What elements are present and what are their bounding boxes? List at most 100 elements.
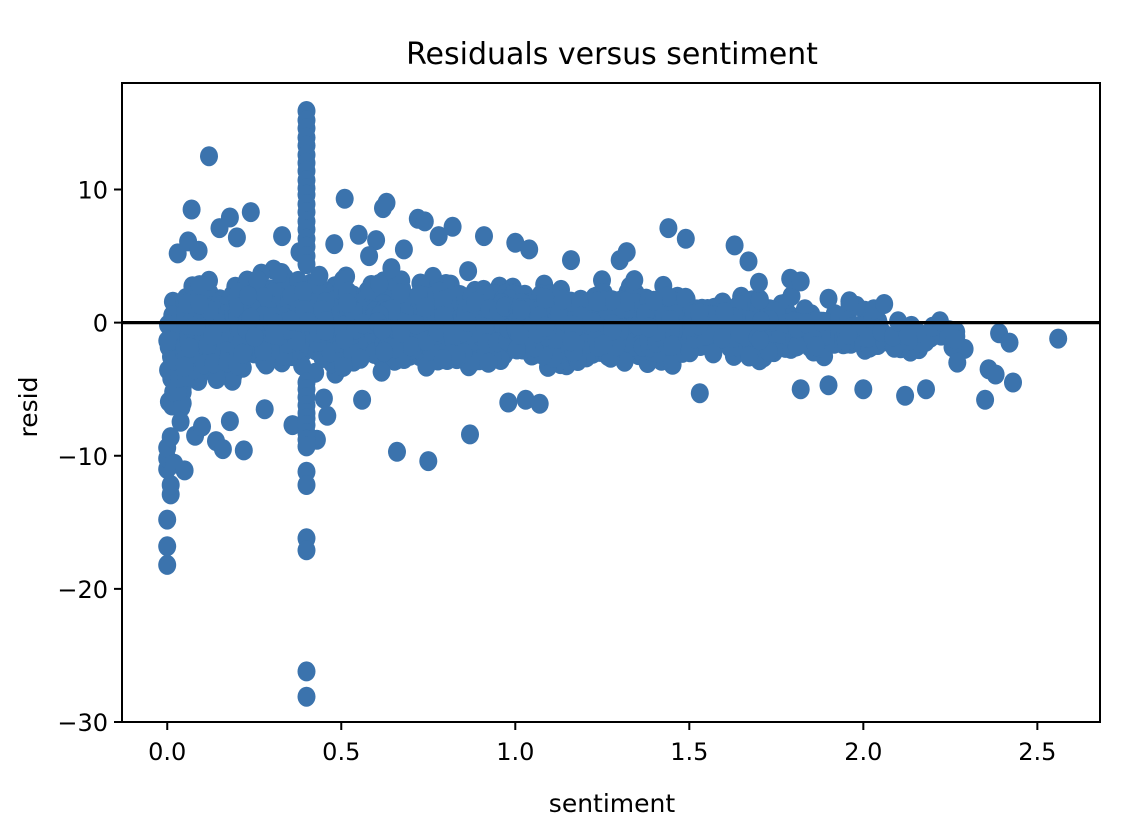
data-point xyxy=(310,265,329,286)
data-point xyxy=(200,146,218,167)
data-point xyxy=(370,274,389,294)
data-point xyxy=(158,330,177,351)
data-point xyxy=(839,324,858,345)
data-point xyxy=(896,385,915,406)
data-point xyxy=(373,319,392,340)
data-point xyxy=(725,235,744,256)
data-point xyxy=(204,353,223,374)
data-point xyxy=(241,202,260,223)
data-point xyxy=(840,291,859,312)
data-point xyxy=(265,324,284,345)
data-point xyxy=(917,379,935,400)
data-point xyxy=(175,460,194,481)
data-point xyxy=(948,352,967,373)
data-point xyxy=(294,281,313,302)
data-point xyxy=(553,289,572,310)
data-point xyxy=(602,290,621,311)
data-point xyxy=(976,389,995,410)
data-point xyxy=(213,439,232,460)
data-point xyxy=(704,343,723,364)
data-point xyxy=(158,536,177,557)
x-tick-label: 0.5 xyxy=(322,738,360,766)
data-point xyxy=(255,399,274,420)
data-point xyxy=(334,356,353,377)
data-point xyxy=(434,290,453,311)
data-point xyxy=(690,303,709,324)
data-point xyxy=(658,286,677,307)
y-tick-label: 0 xyxy=(93,310,108,338)
data-point xyxy=(640,317,658,338)
data-point xyxy=(190,294,209,315)
y-tick-label: −20 xyxy=(57,576,108,604)
data-point xyxy=(248,270,267,291)
x-tick-label: 1.5 xyxy=(670,738,708,766)
data-point xyxy=(663,335,682,356)
data-point xyxy=(406,314,425,335)
data-point xyxy=(239,285,258,306)
data-point xyxy=(819,375,838,396)
data-point xyxy=(661,310,679,330)
data-point xyxy=(325,234,344,255)
data-point xyxy=(884,326,902,347)
data-point xyxy=(273,226,292,247)
data-point xyxy=(791,379,810,400)
data-point xyxy=(388,441,406,462)
data-point xyxy=(644,290,663,311)
data-point xyxy=(479,352,498,373)
x-axis-ticks: 0.0 0.5 1.0 1.5 2.0 2.5 xyxy=(148,722,1056,766)
data-point xyxy=(353,389,372,410)
data-point xyxy=(382,258,401,279)
data-point xyxy=(338,293,357,313)
data-point xyxy=(297,475,316,495)
data-point xyxy=(220,411,239,432)
data-point xyxy=(161,427,180,448)
data-point xyxy=(512,300,531,321)
data-point xyxy=(854,379,873,400)
data-point xyxy=(466,291,485,312)
data-point xyxy=(740,346,759,367)
data-point xyxy=(241,307,260,328)
data-point xyxy=(603,320,622,341)
x-tick-label: 2.5 xyxy=(1018,738,1056,766)
data-point xyxy=(335,329,354,350)
data-point xyxy=(245,327,264,347)
data-point xyxy=(429,226,448,247)
data-point xyxy=(282,310,300,331)
data-point xyxy=(750,289,769,310)
data-point xyxy=(318,405,337,426)
data-point xyxy=(349,224,368,245)
data-point xyxy=(782,286,801,307)
data-point xyxy=(175,356,194,377)
data-point xyxy=(617,242,636,263)
data-point xyxy=(1049,328,1068,349)
data-point xyxy=(499,392,518,413)
data-point xyxy=(562,250,580,271)
data-point xyxy=(434,305,453,326)
data-point xyxy=(415,211,434,232)
data-point xyxy=(563,315,582,336)
x-tick-label: 2.0 xyxy=(844,738,882,766)
data-point xyxy=(419,451,438,472)
data-point xyxy=(459,261,478,282)
data-point xyxy=(791,271,810,292)
data-points xyxy=(158,101,1068,707)
data-point xyxy=(516,389,535,410)
y-tick-label: −30 xyxy=(57,709,108,737)
data-point xyxy=(712,328,731,349)
data-point xyxy=(158,554,177,575)
data-point xyxy=(269,262,288,283)
chart-title: Residuals versus sentiment xyxy=(406,37,818,72)
data-point xyxy=(158,509,177,530)
data-point xyxy=(227,227,246,248)
data-point xyxy=(506,232,525,253)
plot-frame xyxy=(121,82,1101,723)
y-axis-label: resid xyxy=(14,377,43,438)
data-point xyxy=(788,336,807,357)
data-point xyxy=(986,364,1005,385)
data-point xyxy=(433,349,452,370)
data-point xyxy=(461,424,479,445)
data-point xyxy=(190,275,209,296)
y-tick-label: −10 xyxy=(57,443,108,471)
data-point xyxy=(594,334,613,355)
